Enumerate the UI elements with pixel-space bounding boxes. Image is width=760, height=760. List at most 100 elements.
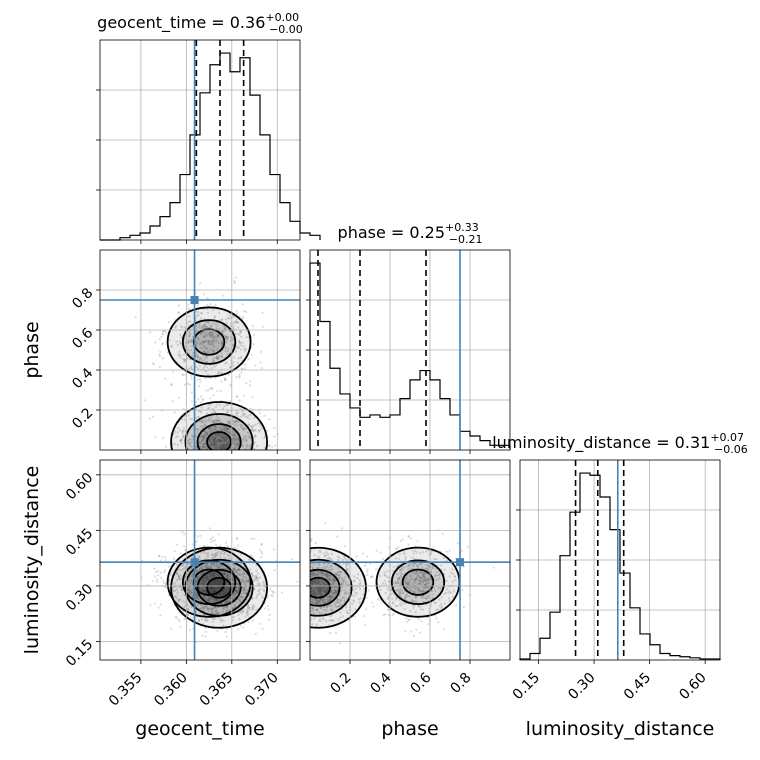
sample-point <box>199 425 202 428</box>
sample-point <box>255 576 258 579</box>
density-level-1-0 <box>167 547 251 617</box>
sample-point <box>409 589 412 593</box>
sample-point <box>307 601 309 603</box>
sample-point <box>311 575 314 578</box>
sample-point <box>238 315 241 318</box>
sample-point <box>328 578 331 581</box>
sample-point <box>305 559 307 561</box>
sample-point <box>197 304 200 307</box>
sample-point <box>187 578 191 581</box>
sample-point <box>203 581 206 584</box>
sample-point <box>203 595 206 598</box>
sample-point <box>187 341 191 344</box>
sample-point <box>149 331 152 334</box>
sample-point <box>345 609 348 612</box>
sample-point <box>306 589 308 591</box>
sample-point <box>249 446 252 449</box>
sample-point <box>355 555 358 558</box>
sample-point <box>237 346 241 349</box>
sample-point <box>353 579 356 582</box>
sample-point <box>211 367 214 370</box>
sample-point <box>215 463 217 465</box>
contour-1-1 <box>181 319 237 365</box>
sample-point <box>210 581 214 584</box>
sample-point <box>208 334 211 337</box>
sample-point <box>239 596 242 599</box>
sample-point <box>199 428 202 431</box>
sample-point <box>182 562 185 565</box>
sample-point <box>411 586 414 589</box>
sample-point <box>247 580 250 583</box>
sample-point <box>433 558 436 561</box>
sample-point <box>190 600 193 603</box>
sample-point <box>311 566 315 569</box>
sample-point <box>180 342 183 345</box>
sample-point <box>198 466 200 468</box>
sample-point <box>200 477 202 479</box>
sample-point <box>247 579 250 583</box>
sample-point <box>205 370 208 373</box>
sample-point <box>195 487 197 489</box>
sample-point <box>272 548 276 551</box>
sample-point <box>234 437 238 440</box>
sample-point <box>211 452 213 454</box>
sample-point <box>205 576 208 579</box>
sample-point <box>217 432 221 435</box>
sample-point <box>307 588 309 590</box>
sample-point <box>205 445 208 448</box>
sample-point <box>208 326 211 329</box>
sample-point <box>215 356 218 360</box>
sample-point <box>202 324 205 327</box>
sample-point <box>396 573 399 576</box>
sample-point <box>141 559 144 562</box>
sample-point <box>196 355 199 358</box>
sample-point <box>303 574 305 576</box>
sample-point <box>181 564 185 567</box>
sample-point <box>203 605 206 608</box>
sample-point <box>202 450 204 452</box>
sample-point <box>294 579 296 581</box>
sample-point <box>225 574 228 577</box>
sample-point <box>237 428 240 431</box>
sample-point <box>208 586 211 589</box>
sample-point <box>183 426 186 430</box>
sample-point <box>257 593 260 596</box>
sample-point <box>335 601 338 604</box>
sample-point <box>200 453 202 455</box>
sample-point <box>216 419 220 423</box>
sample-point <box>290 625 292 627</box>
sample-point <box>329 578 332 581</box>
sample-point <box>253 435 256 438</box>
sample-point <box>287 589 289 591</box>
sample-point <box>158 353 161 356</box>
sample-point <box>181 432 184 435</box>
sample-point <box>197 453 199 455</box>
sample-point <box>191 464 193 466</box>
sample-point <box>202 477 204 479</box>
sample-point <box>197 576 200 580</box>
sample-point <box>207 574 210 577</box>
sample-point <box>238 598 241 602</box>
sample-point <box>437 608 440 611</box>
sample-point <box>158 355 161 358</box>
sample-point <box>186 588 189 591</box>
sample-point <box>192 447 195 450</box>
sample-point <box>427 596 430 599</box>
sample-point <box>215 339 218 343</box>
sample-point <box>202 354 205 357</box>
sample-point <box>210 442 213 446</box>
sample-point <box>297 596 299 598</box>
panel-phase-vs-luminosity_distance <box>287 459 511 664</box>
sample-point <box>222 452 224 454</box>
sample-point <box>218 479 220 481</box>
sample-point <box>204 423 207 427</box>
sample-point <box>229 365 232 368</box>
sample-point <box>328 619 331 622</box>
sample-point <box>176 470 178 472</box>
sample-point <box>328 594 331 597</box>
sample-point <box>402 602 405 605</box>
sample-point <box>433 601 436 605</box>
sample-point <box>407 595 410 598</box>
sample-point <box>301 570 303 572</box>
sample-point <box>423 579 427 582</box>
